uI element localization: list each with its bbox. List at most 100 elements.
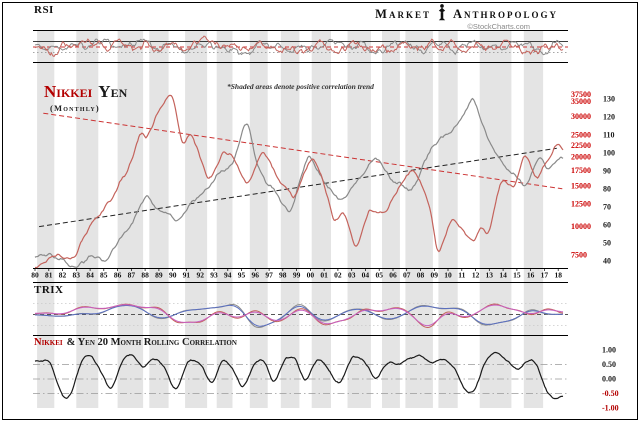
x-tick-label: 98	[279, 271, 287, 280]
totem-icon	[438, 4, 446, 21]
x-tick-label: 03	[348, 271, 356, 280]
x-tick-label: 08	[417, 271, 425, 280]
correlation-band	[185, 31, 208, 408]
x-tick-label: 16	[527, 271, 535, 280]
brand-word-market: Market	[375, 7, 431, 21]
correlation-band	[523, 31, 544, 408]
yen-axis-label: 90	[603, 166, 611, 175]
brand-logo: Market Anthropology	[0, 4, 558, 22]
correlation-band	[280, 31, 300, 408]
correlation-band	[347, 31, 371, 408]
correlation-band	[479, 31, 512, 408]
yen-axis-label: 130	[603, 94, 615, 103]
x-tick-label: 86	[114, 271, 122, 280]
nikkei-axis-label: 37500	[571, 90, 591, 99]
nikkei-axis-label: 7500	[571, 251, 587, 260]
x-tick-label: 04	[362, 271, 370, 280]
correlation-band	[117, 31, 144, 408]
x-tick-label: 82	[59, 271, 67, 280]
x-tick-label: 13	[486, 271, 494, 280]
nikkei-rsi-line	[34, 35, 564, 57]
x-tick-label: 99	[293, 271, 301, 280]
yen-axis-label: 110	[603, 130, 615, 139]
x-tick-label: 95	[238, 271, 246, 280]
correlation-band	[149, 31, 169, 408]
yen-axis-label: 60	[603, 220, 611, 229]
x-tick-label: 93	[210, 271, 218, 280]
main-chart-title: Nikkei Yen	[44, 82, 127, 102]
correlation-line	[34, 351, 564, 400]
rsi-panel-label: RSI	[34, 4, 54, 16]
nikkei-axis-label: 10000	[571, 222, 591, 231]
correlation-axis-label: -0.50	[602, 389, 619, 398]
correlation-band	[405, 31, 433, 408]
x-tick-label: 10	[444, 271, 452, 280]
x-tick-label: 92	[196, 271, 204, 280]
yen-axis-label: 70	[603, 202, 611, 211]
x-tick-label: 87	[128, 271, 136, 280]
x-tick-label: 81	[45, 271, 53, 280]
correlation-band	[216, 31, 233, 408]
x-tick-label: 90	[169, 271, 177, 280]
x-tick-label: 07	[403, 271, 411, 280]
nikkei-axis-label: 12500	[571, 200, 591, 209]
yen-rsi-line	[34, 38, 564, 56]
x-tick-label: 85	[100, 271, 108, 280]
yen-axis-label: 80	[603, 184, 611, 193]
trix-signal-line-nikkei	[34, 304, 564, 327]
trix-signal-line-yen	[34, 304, 563, 327]
nikkei-225-line	[35, 94, 564, 269]
x-tick-label: 80	[31, 271, 39, 280]
x-tick-label: 05	[375, 271, 383, 280]
x-tick-label: 89	[155, 271, 163, 280]
x-tick-label: 06	[389, 271, 397, 280]
support-trendline	[39, 147, 557, 228]
correlation-panel-title: Nikkei & Yen 20 Month Rolling Correlation	[34, 337, 237, 348]
x-tick-label: 94	[224, 271, 232, 280]
brand-word-anthropology: Anthropology	[452, 7, 558, 21]
attribution: ©StockCharts.com	[467, 22, 530, 31]
x-tick-label: 11	[458, 271, 465, 280]
x-tick-label: 00	[307, 271, 315, 280]
nikkei-axis-label: 15000	[571, 182, 591, 191]
shaded-area-annotation: *Shaded areas denote positive correlatio…	[227, 82, 374, 91]
nikkei-axis-label: 25000	[571, 131, 591, 140]
yen-axis-label: 50	[603, 238, 611, 247]
x-tick-label: 96	[252, 271, 260, 280]
yen-axis-label: 120	[603, 112, 615, 121]
nikkei-axis-label: 30000	[571, 112, 591, 121]
title-yen: Yen	[98, 82, 128, 101]
x-tick-label: 97	[265, 271, 273, 280]
x-tick-label: 14	[499, 271, 507, 280]
correlation-axis-label: 1.00	[602, 346, 616, 355]
correlation-axis-label: 0.00	[602, 375, 616, 384]
yen-index-line	[34, 97, 564, 268]
x-tick-label: 18	[554, 271, 562, 280]
main-chart-subtitle: (Monthly)	[50, 103, 100, 113]
correlation-band	[311, 31, 331, 408]
nikkei-axis-label: 22500	[571, 141, 591, 150]
correlation-band	[438, 31, 458, 408]
nikkei-axis-label: 20000	[571, 153, 591, 162]
correlation-band	[382, 31, 400, 408]
corr-title-rest: & Yen 20 Month Rolling Correlation	[66, 337, 237, 348]
x-tick-label: 12	[472, 271, 480, 280]
correlation-axis-label: 0.50	[602, 360, 616, 369]
yen-axis-label: 100	[603, 148, 615, 157]
x-tick-label: 88	[141, 271, 149, 280]
yen-axis-label: 40	[603, 256, 611, 265]
x-tick-label: 09	[431, 271, 439, 280]
x-tick-label: 83	[73, 271, 81, 280]
x-tick-label: 17	[541, 271, 549, 280]
x-tick-label: 84	[86, 271, 94, 280]
x-tick-label: 15	[513, 271, 521, 280]
x-tick-label: 01	[320, 271, 328, 280]
correlation-axis-label: -1.00	[602, 404, 619, 413]
trix-panel-label: TRIX	[34, 284, 64, 296]
x-tick-label: 02	[334, 271, 342, 280]
title-nikkei: Nikkei	[44, 82, 93, 101]
x-tick-label: 91	[183, 271, 191, 280]
nikkei-axis-label: 17500	[571, 166, 591, 175]
